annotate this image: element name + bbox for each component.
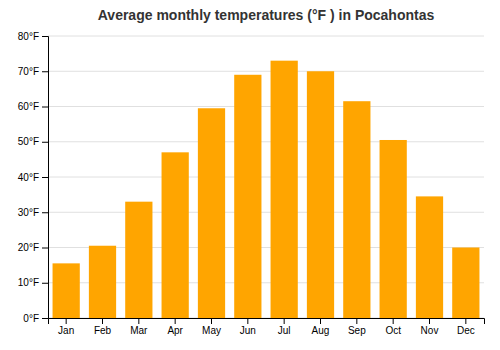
y-axis: 0°F 10°F 20°F 30°F 40°F 50°F 60°F 70°F 80°F [18, 31, 49, 324]
x-axis-line [49, 319, 485, 325]
y-tick: 10°F [18, 277, 48, 288]
grid-line [48, 36, 484, 37]
title: Average monthly temperatures (°F ) in Po… [98, 7, 435, 23]
bar [162, 152, 189, 318]
x-tick: Dec [457, 318, 475, 336]
bar [452, 248, 479, 319]
x-tick-label: Aug [312, 325, 330, 336]
grid-line [48, 141, 484, 142]
x-tick-mark [211, 318, 212, 324]
bar [234, 75, 261, 318]
grid [48, 36, 484, 318]
x-tick: Aug [312, 318, 330, 336]
x-tick: May [202, 318, 221, 336]
x-tick: Jun [240, 318, 256, 336]
y-tick-mark [42, 248, 48, 249]
x-tick-label: Feb [94, 325, 112, 336]
y-tick-mark [42, 142, 48, 143]
x-tick-mark [247, 318, 248, 324]
y-tick: 30°F [18, 207, 48, 218]
bar [125, 202, 152, 318]
y-tick-mark [42, 318, 48, 319]
x-tick-mark [393, 318, 394, 324]
x-tick-label: May [202, 325, 221, 336]
x-tick: Nov [421, 318, 439, 336]
x-tick: Mar [130, 318, 148, 336]
x-tick: Sep [348, 318, 366, 336]
x-tick: Jan [58, 318, 74, 336]
y-tick-mark [42, 212, 48, 213]
x-tick-mark [102, 318, 103, 324]
x-axis: Jan Feb Mar Apr May Jun Jul Aug Sep Oct Nov Dec [49, 318, 485, 336]
x-tick-mark [465, 318, 466, 324]
y-tick-label: 60°F [18, 101, 39, 112]
x-tick: Apr [167, 318, 183, 336]
y-tick: 40°F [18, 172, 48, 183]
y-tick-mark [42, 36, 48, 37]
y-tick: 50°F [18, 136, 48, 147]
y-tick-label: 50°F [18, 136, 39, 147]
x-tick-mark [175, 318, 176, 324]
bars [53, 61, 480, 318]
y-tick-label: 0°F [23, 313, 39, 324]
x-tick-label: Dec [457, 325, 475, 336]
bar [343, 101, 370, 318]
grid-line [48, 71, 484, 72]
y-tick-label: 80°F [18, 31, 39, 42]
x-tick-label: Jan [58, 325, 74, 336]
x-tick-mark [320, 318, 321, 324]
x-tick-label: Apr [167, 325, 183, 336]
y-tick-mark [42, 283, 48, 284]
y-tick-mark [42, 177, 48, 178]
bar [198, 108, 225, 318]
x-tick-mark [138, 318, 139, 324]
x-tick-mark [66, 318, 67, 324]
y-tick-label: 40°F [18, 172, 39, 183]
y-tick: 60°F [18, 101, 48, 112]
y-tick: 20°F [18, 242, 48, 253]
y-tick: 80°F [18, 31, 48, 42]
x-tick-label: Mar [130, 325, 148, 336]
x-tick-label: Sep [348, 325, 366, 336]
x-tick-mark [356, 318, 357, 324]
x-tick-label: Jun [240, 325, 256, 336]
y-axis-line [42, 37, 49, 319]
x-tick-label: Jul [278, 325, 291, 336]
y-tick: 0°F [23, 313, 48, 324]
y-tick-label: 30°F [18, 207, 39, 218]
bar [271, 61, 298, 318]
bar [380, 140, 407, 318]
x-tick-mark [284, 318, 285, 324]
y-tick-label: 10°F [18, 277, 39, 288]
x-tick: Jul [278, 318, 291, 336]
grid-line [48, 106, 484, 107]
grid-line [48, 177, 484, 178]
y-tick-label: 70°F [18, 66, 39, 77]
x-tick: Feb [94, 318, 112, 336]
x-tick-mark [429, 318, 430, 324]
bar [416, 196, 443, 318]
y-tick: 70°F [18, 66, 48, 77]
y-tick-mark [42, 71, 48, 72]
chart: 0°F 10°F 20°F 30°F 40°F 50°F 60°F 70°F 80°F Jan Fe… [0, 0, 500, 350]
bar [89, 246, 116, 318]
x-tick: Oct [385, 318, 401, 336]
y-tick-label: 20°F [18, 242, 39, 253]
bar [307, 71, 334, 318]
x-tick-label: Nov [421, 325, 439, 336]
x-tick-label: Oct [385, 325, 401, 336]
y-tick-mark [42, 107, 48, 108]
bar [53, 263, 80, 318]
